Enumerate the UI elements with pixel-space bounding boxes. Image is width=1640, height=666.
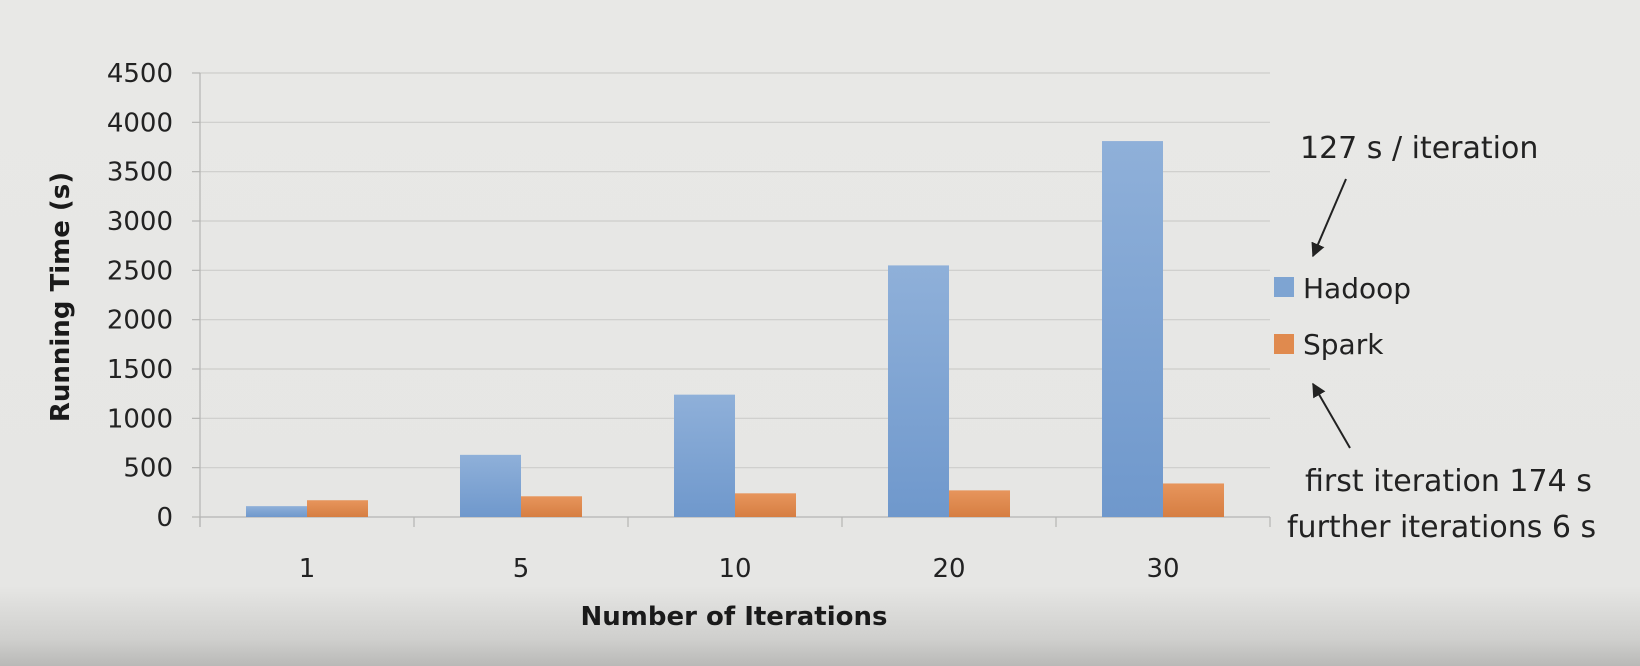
annotations: 127 s / iteration first iteration 174 s …: [1287, 131, 1596, 545]
bar-spark: [307, 500, 368, 517]
bar-spark: [521, 496, 582, 517]
y-tick-label: 0: [156, 503, 173, 533]
annotation-arrow-spark: [1312, 382, 1351, 449]
y-tick-label: 1000: [107, 404, 173, 434]
y-tick-label: 500: [123, 454, 173, 484]
annotation-arrow-hadoop: [1311, 178, 1347, 258]
x-tick-label: 5: [513, 554, 530, 584]
x-tick-label: 20: [932, 554, 965, 584]
y-tick-label: 2500: [107, 256, 173, 286]
bar-hadoop: [246, 506, 307, 517]
x-tick-label: 1: [299, 554, 316, 584]
bar-spark: [735, 493, 796, 517]
y-tick-label: 3000: [107, 207, 173, 237]
bar-spark: [949, 490, 1010, 517]
annotation-spark-first: first iteration 174 s: [1305, 464, 1592, 499]
legend: Hadoop Spark: [1274, 272, 1411, 361]
legend-swatch-hadoop: [1274, 277, 1294, 297]
y-tick-label: 4500: [107, 59, 173, 89]
legend-label-hadoop: Hadoop: [1303, 272, 1411, 305]
bar-hadoop: [460, 454, 521, 517]
annotation-hadoop-rate: 127 s / iteration: [1300, 131, 1538, 166]
x-axis-ticks: 1 5 10 20 30: [299, 554, 1180, 584]
x-axis-title: Number of Iterations: [581, 602, 888, 632]
y-axis-ticks: 0 500 1000 1500 2000 2500 3000 3500 4000 4500: [107, 59, 173, 533]
x-tick-label: 30: [1146, 554, 1179, 584]
y-tick-label: 1500: [107, 355, 173, 385]
bar-hadoop: [1102, 141, 1163, 517]
bars: [246, 141, 1224, 517]
bar-hadoop: [674, 394, 735, 517]
y-tick-label: 3500: [107, 158, 173, 188]
bar-spark: [1163, 483, 1224, 517]
x-tick-label: 10: [718, 554, 751, 584]
y-tick-label: 4000: [107, 108, 173, 138]
annotation-spark-further: further iterations 6 s: [1287, 510, 1596, 545]
legend-label-spark: Spark: [1303, 328, 1384, 361]
gridlines: [200, 72, 1270, 469]
legend-swatch-spark: [1274, 334, 1294, 354]
y-axis-title: Running Time (s): [46, 172, 76, 422]
y-tick-label: 2000: [107, 306, 173, 336]
bar-hadoop: [888, 265, 949, 517]
